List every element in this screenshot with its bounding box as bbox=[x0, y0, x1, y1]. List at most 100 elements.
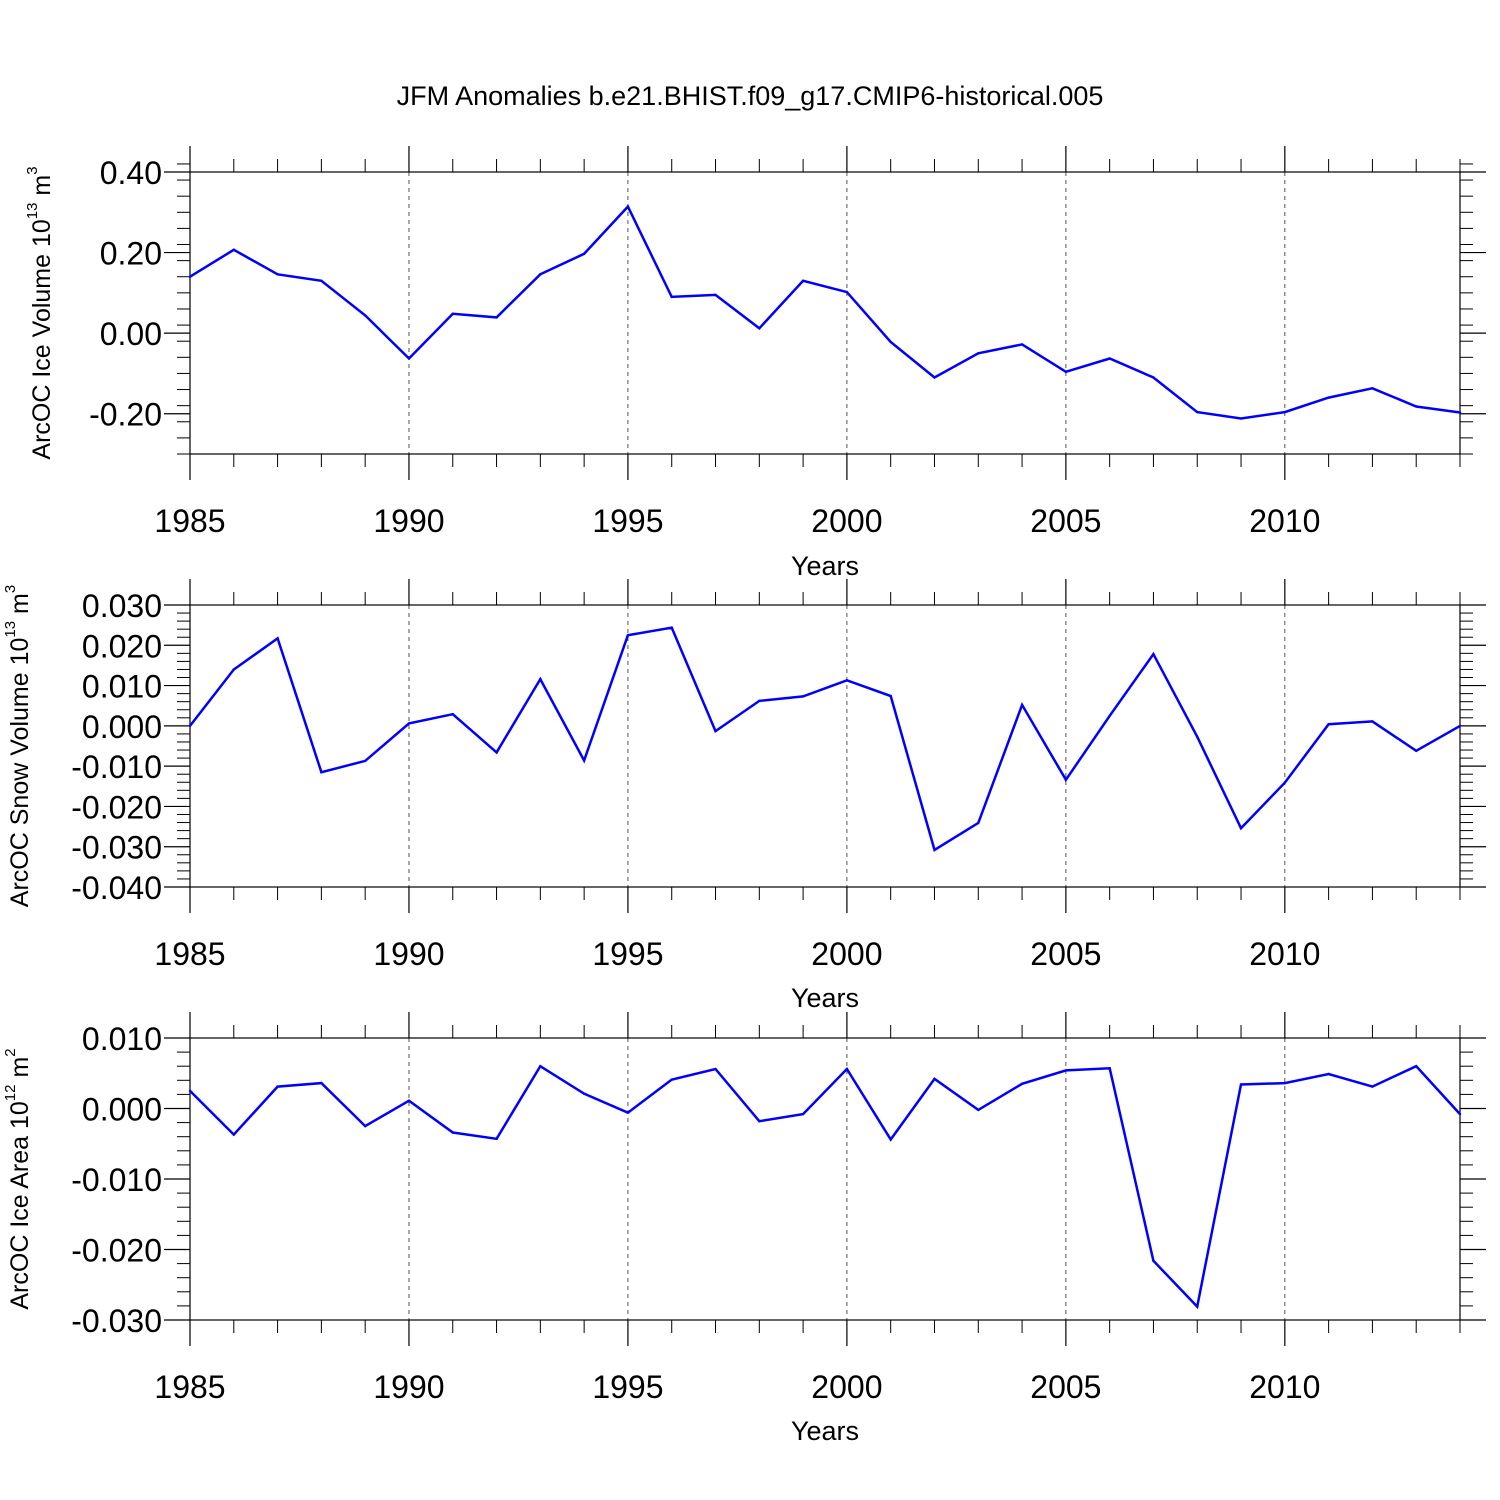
y-tick-label: 0.20 bbox=[100, 236, 162, 272]
data-point bbox=[451, 312, 454, 316]
data-point bbox=[845, 679, 849, 682]
data-point bbox=[1152, 1259, 1155, 1262]
data-point bbox=[1327, 396, 1330, 399]
data-point bbox=[1152, 376, 1155, 379]
data-point bbox=[1064, 1069, 1068, 1072]
y-tick-label: -0.010 bbox=[71, 1162, 162, 1198]
data-point bbox=[714, 293, 717, 297]
data-point bbox=[188, 724, 192, 728]
data-point bbox=[714, 729, 717, 733]
y-tick-label: 0.020 bbox=[82, 628, 162, 664]
data-point bbox=[758, 699, 761, 703]
data-point bbox=[1108, 714, 1111, 717]
data-point bbox=[1020, 703, 1024, 707]
x-axis-title: Years bbox=[791, 1416, 859, 1446]
y-tick-label: 0.000 bbox=[82, 709, 162, 745]
x-tick-label: 2010 bbox=[1249, 1369, 1320, 1405]
data-point bbox=[1283, 1081, 1287, 1085]
y-tick-label: -0.20 bbox=[89, 397, 162, 433]
data-point bbox=[670, 1078, 673, 1081]
data-point bbox=[232, 668, 235, 671]
data-point bbox=[539, 273, 542, 276]
panel-snow-volume: 0.030 0.020 0.010 0.000 -0.010 -0.020 -0.030 -0… bbox=[2, 579, 1486, 1013]
data-point bbox=[539, 1065, 542, 1068]
data-point bbox=[407, 1099, 411, 1102]
data-point bbox=[801, 1112, 805, 1116]
x-tick-label: 2000 bbox=[811, 1369, 882, 1405]
y-tick-label: -0.010 bbox=[71, 749, 162, 785]
data-point bbox=[582, 759, 586, 762]
data-point bbox=[1458, 411, 1462, 414]
y-tick-label: 0.00 bbox=[100, 316, 162, 352]
x-tick-label: 1985 bbox=[154, 1369, 225, 1405]
data-point bbox=[1108, 357, 1111, 360]
plot-frame bbox=[189, 1037, 1461, 1321]
data-point bbox=[1064, 370, 1068, 374]
data-point bbox=[451, 712, 454, 716]
data-point bbox=[1196, 410, 1199, 414]
data-point bbox=[1415, 405, 1418, 408]
x-tick-label: 2000 bbox=[811, 503, 882, 539]
data-point bbox=[363, 1124, 367, 1128]
y-tick-label: 0.000 bbox=[82, 1092, 162, 1128]
series-line bbox=[189, 626, 1461, 852]
y-tick-label: 0.40 bbox=[100, 155, 162, 191]
y-tick-label: 0.030 bbox=[82, 588, 162, 624]
x-tick-label: 1995 bbox=[592, 503, 663, 539]
figure-title: JFM Anomalies b.e21.BHIST.f09_g17.CMIP6-… bbox=[397, 81, 1104, 111]
x-axis-title: Years bbox=[791, 551, 859, 581]
x-tick-label: 1995 bbox=[592, 936, 663, 972]
data-point bbox=[626, 205, 630, 208]
data-point bbox=[188, 275, 192, 278]
data-point bbox=[889, 694, 892, 698]
y-tick-label: -0.020 bbox=[71, 789, 162, 825]
y-axis-title: ArcOC Ice Volume 1013 m3 bbox=[24, 166, 57, 459]
data-point bbox=[933, 1077, 936, 1081]
data-point bbox=[582, 1092, 586, 1095]
data-point bbox=[1239, 417, 1243, 420]
data-point bbox=[714, 1067, 717, 1071]
data-point bbox=[670, 295, 673, 299]
data-point bbox=[276, 637, 279, 640]
data-point bbox=[1152, 652, 1155, 656]
data-point bbox=[363, 759, 367, 763]
panel-ice-volume: 0.40 0.20 0.00 -0.20 1985 1990 1995 2000 2005 201… bbox=[24, 146, 1486, 581]
data-point bbox=[1064, 778, 1068, 782]
data-point bbox=[1283, 410, 1287, 414]
x-tick-label: 1990 bbox=[373, 936, 444, 972]
data-point bbox=[933, 376, 936, 379]
data-point bbox=[1239, 1083, 1243, 1086]
series-line bbox=[189, 1064, 1461, 1310]
y-axis-title: ArcOC Ice Area 1012 m2 bbox=[2, 1048, 35, 1309]
data-point bbox=[1458, 1112, 1462, 1116]
x-tick-label: 1990 bbox=[373, 1369, 444, 1405]
y-axis-title: ArcOC Snow Volume 1013 m3 bbox=[2, 585, 35, 907]
data-point bbox=[626, 634, 630, 637]
data-point bbox=[1020, 1082, 1024, 1086]
data-point bbox=[582, 252, 586, 255]
data-point bbox=[977, 821, 980, 825]
x-tick-label: 1990 bbox=[373, 503, 444, 539]
data-point bbox=[1239, 826, 1243, 830]
data-point bbox=[451, 1131, 454, 1134]
data-point bbox=[977, 1108, 980, 1112]
data-point bbox=[495, 316, 498, 319]
data-point bbox=[758, 1119, 761, 1123]
data-point bbox=[1196, 735, 1199, 738]
data-point bbox=[320, 1081, 323, 1085]
data-point bbox=[1283, 781, 1287, 784]
data-point bbox=[407, 357, 411, 360]
data-point bbox=[933, 848, 936, 852]
data-point bbox=[670, 626, 673, 629]
data-point bbox=[188, 1089, 192, 1093]
y-tick-label: 0.010 bbox=[82, 669, 162, 705]
data-point bbox=[1415, 1065, 1418, 1068]
data-point bbox=[320, 279, 323, 282]
x-tick-label: 2005 bbox=[1030, 503, 1101, 539]
data-point bbox=[801, 279, 805, 282]
x-tick-label: 1995 bbox=[592, 1369, 663, 1405]
data-point bbox=[495, 751, 498, 754]
data-point bbox=[363, 314, 367, 317]
data-point bbox=[1108, 1067, 1111, 1070]
